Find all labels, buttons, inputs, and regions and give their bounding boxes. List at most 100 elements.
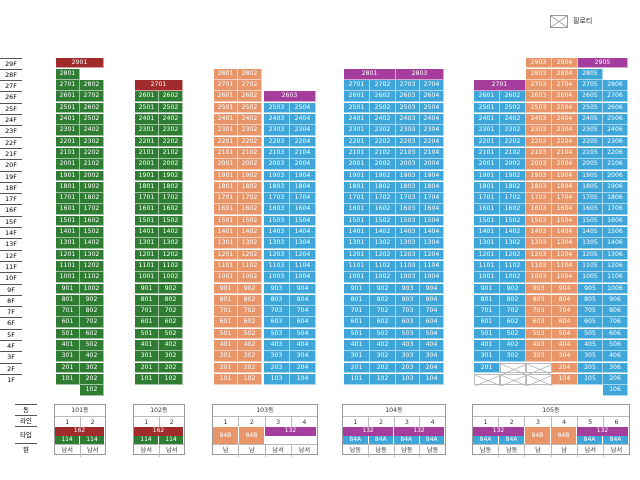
unit-cell[interactable]: 2306 xyxy=(603,136,628,148)
unit-cell[interactable]: 101 xyxy=(214,373,238,385)
unit-cell[interactable]: 301 xyxy=(214,351,238,363)
unit-cell[interactable]: 1803 xyxy=(526,181,552,193)
unit-cell[interactable]: 503 xyxy=(264,328,290,340)
unit-cell[interactable]: 801 xyxy=(344,294,370,306)
unit-cell[interactable]: 2401 xyxy=(135,114,159,125)
unit-cell[interactable]: 901 xyxy=(344,283,370,295)
unit-cell[interactable]: 1905 xyxy=(578,170,603,182)
unit-cell[interactable]: 1502 xyxy=(500,215,526,227)
unit-cell[interactable]: 905 xyxy=(578,283,603,295)
unit-cell[interactable]: 902 xyxy=(80,294,104,306)
unit-cell[interactable]: 502 xyxy=(500,328,526,340)
unit-cell[interactable]: 2203 xyxy=(526,136,552,148)
unit-cell[interactable]: 2802 xyxy=(80,80,104,91)
unit-cell[interactable]: 601 xyxy=(214,317,238,329)
unit-cell[interactable]: 2602 xyxy=(500,91,526,103)
unit-cell[interactable]: 704 xyxy=(290,306,316,317)
unit-cell[interactable]: 802 xyxy=(80,306,104,317)
unit-cell[interactable]: 1501 xyxy=(135,215,159,227)
unit-cell[interactable]: 604 xyxy=(420,317,444,329)
unit-cell[interactable]: 2303 xyxy=(396,125,420,137)
unit-cell[interactable]: 2304 xyxy=(290,125,316,137)
unit-cell[interactable]: 1305 xyxy=(578,238,603,250)
unit-cell[interactable]: 806 xyxy=(603,306,628,317)
unit-cell[interactable]: 1004 xyxy=(420,272,444,283)
unit-cell[interactable]: 1201 xyxy=(214,249,238,261)
unit-cell[interactable]: 1601 xyxy=(56,204,80,216)
unit-cell[interactable]: 2103 xyxy=(264,147,290,159)
unit-cell[interactable]: 1901 xyxy=(344,170,370,182)
unit-cell[interactable]: 702 xyxy=(238,306,262,317)
unit-cell[interactable]: 2502 xyxy=(238,102,262,114)
unit-cell[interactable]: 2004 xyxy=(290,159,316,170)
unit-cell[interactable]: 1602 xyxy=(500,204,526,216)
unit-cell[interactable]: 204 xyxy=(290,362,316,374)
unit-cell[interactable]: 2305 xyxy=(578,125,603,137)
unit-cell[interactable]: 1506 xyxy=(603,227,628,238)
unit-cell[interactable]: 1402 xyxy=(238,227,262,238)
unit-cell[interactable]: 1401 xyxy=(474,227,500,238)
unit-cell[interactable]: 2103 xyxy=(526,147,552,159)
unit-cell[interactable]: 901 xyxy=(56,283,80,295)
unit-cell[interactable]: 303 xyxy=(526,351,552,363)
unit-cell[interactable]: 1204 xyxy=(552,249,578,261)
unit-cell[interactable]: 2102 xyxy=(80,159,104,170)
pilotis-cell[interactable] xyxy=(526,362,553,375)
unit-cell[interactable]: 1302 xyxy=(238,238,262,250)
unit-cell[interactable]: 701 xyxy=(214,306,238,317)
unit-cell[interactable]: 404 xyxy=(420,340,444,351)
unit-cell[interactable]: 201 xyxy=(474,362,500,374)
unit-cell[interactable]: 1404 xyxy=(552,227,578,238)
unit-cell[interactable]: 202 xyxy=(159,362,183,374)
unit-cell[interactable]: 1201 xyxy=(56,249,80,261)
unit-cell[interactable]: 1504 xyxy=(420,215,444,227)
unit-cell[interactable]: 801 xyxy=(214,294,238,306)
unit-cell[interactable]: 1904 xyxy=(290,170,316,182)
unit-cell[interactable]: 402 xyxy=(370,340,396,351)
unit-cell[interactable]: 1402 xyxy=(370,227,396,238)
unit-cell[interactable]: 1702 xyxy=(238,193,262,204)
unit-cell[interactable]: 2502 xyxy=(500,102,526,114)
unit-cell[interactable]: 704 xyxy=(552,306,578,317)
unit-cell[interactable]: 1804 xyxy=(290,181,316,193)
unit-cell[interactable]: 2505 xyxy=(578,102,603,114)
unit-cell[interactable]: 606 xyxy=(603,328,628,340)
unit-cell[interactable]: 505 xyxy=(578,328,603,340)
unit-cell[interactable]: 1405 xyxy=(578,227,603,238)
unit-cell[interactable]: 802 xyxy=(159,294,183,306)
unit-cell[interactable]: 1304 xyxy=(552,238,578,250)
unit-cell[interactable]: 2206 xyxy=(603,147,628,159)
unit-cell[interactable]: 504 xyxy=(420,328,444,340)
unit-cell[interactable]: 301 xyxy=(56,351,80,363)
unit-cell[interactable]: 503 xyxy=(526,328,552,340)
unit-cell[interactable]: 302 xyxy=(159,351,183,363)
unit-cell[interactable]: 2506 xyxy=(603,114,628,125)
unit-cell[interactable]: 1603 xyxy=(526,204,552,216)
unit-cell[interactable]: 2402 xyxy=(159,114,183,125)
unit-cell[interactable]: 1406 xyxy=(603,238,628,250)
unit-cell[interactable]: 1503 xyxy=(526,215,552,227)
unit-cell[interactable]: 1902 xyxy=(370,170,396,182)
unit-cell[interactable]: 601 xyxy=(344,317,370,329)
unit-cell[interactable]: 2501 xyxy=(135,102,159,114)
unit-cell[interactable]: 201 xyxy=(214,362,238,374)
unit-cell[interactable]: 1401 xyxy=(344,227,370,238)
unit-cell[interactable]: 1302 xyxy=(80,249,104,261)
unit-cell[interactable]: 1101 xyxy=(214,260,238,272)
unit-cell[interactable]: 504 xyxy=(290,328,316,340)
unit-cell[interactable]: 1803 xyxy=(264,181,290,193)
unit-cell[interactable]: 2404 xyxy=(290,114,316,125)
unit-cell[interactable]: 1602 xyxy=(80,215,104,227)
unit-cell[interactable]: 2004 xyxy=(552,159,578,170)
unit-cell[interactable]: 1902 xyxy=(238,170,262,182)
unit-cell[interactable]: 2603 xyxy=(396,91,420,103)
unit-cell[interactable]: 1102 xyxy=(370,260,396,272)
unit-cell[interactable]: 2501 xyxy=(474,102,500,114)
unit-cell[interactable]: 2701 xyxy=(344,80,370,91)
unit-cell[interactable]: 1904 xyxy=(552,170,578,182)
unit-cell[interactable]: 802 xyxy=(500,294,526,306)
unit-cell[interactable]: 1201 xyxy=(474,249,500,261)
unit-cell[interactable]: 2002 xyxy=(238,159,262,170)
unit-cell[interactable]: 1303 xyxy=(526,238,552,250)
unit-cell[interactable]: 2001 xyxy=(214,159,238,170)
